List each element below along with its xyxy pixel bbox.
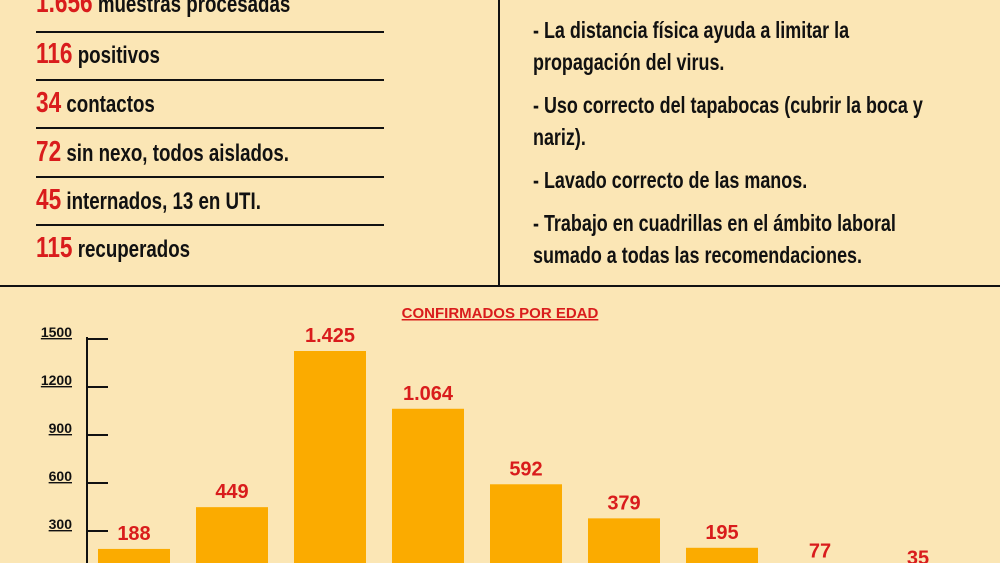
- y-tick-label: 600: [49, 468, 73, 484]
- stat-label: contactos: [66, 91, 155, 118]
- recommendation-line: - La distancia física ayuda a limitar la: [533, 17, 850, 43]
- bar-value-label: 379: [607, 492, 640, 514]
- stat-row: 72 sin nexo, todos aislados.: [36, 135, 456, 175]
- stat-text: 34 contactos: [36, 87, 155, 120]
- stat-label: recuperados: [77, 236, 191, 263]
- bar-value-label: 188: [117, 523, 150, 545]
- stat-text: 116 positivos: [36, 38, 160, 71]
- y-tick-label: 1500: [41, 324, 72, 340]
- bars: 188 449 1.425 1.064 592 379 195 77 35: [98, 325, 929, 563]
- stat-divider: [36, 176, 384, 178]
- stat-label: internados, 13 en UTI.: [66, 188, 261, 215]
- stat-row: 115 recuperados: [36, 231, 456, 271]
- bar-value-label: 1.425: [305, 325, 355, 347]
- stat-number: 116: [36, 38, 73, 70]
- bar: [392, 408, 464, 563]
- recommendation-item: - Uso correcto del tapabocas (cubrir la …: [533, 89, 983, 153]
- stat-text: 72 sin nexo, todos aislados.: [36, 136, 289, 169]
- stat-row: 45 internados, 13 en UTI.: [36, 183, 456, 223]
- stat-number: 45: [36, 184, 62, 216]
- stats-panel: 1.656 muestras procesadas 116 positivos …: [0, 0, 500, 285]
- stat-label: positivos: [77, 42, 160, 69]
- bar-value-label: 1.064: [403, 383, 454, 405]
- stat-number: 115: [36, 232, 73, 264]
- bar: [294, 351, 366, 563]
- recommendation-line: propagación del virus.: [533, 49, 725, 75]
- recommendation-line: - Trabajo en cuadrillas en el ámbito lab…: [533, 210, 896, 236]
- recommendation-line: nariz).: [533, 124, 586, 150]
- stat-row: 116 positivos: [36, 37, 456, 77]
- recommendation-item: - Lavado correcto de las manos.: [533, 164, 983, 196]
- bar-value-label: 592: [509, 458, 542, 480]
- chart-title: CONFIRMADOS POR EDAD: [402, 305, 599, 322]
- stat-label: muestras procesadas: [97, 0, 291, 18]
- vertical-divider: [498, 0, 500, 285]
- stat-number: 72: [36, 136, 62, 168]
- y-tick-label: 300: [49, 516, 73, 532]
- stat-number: 1.656: [36, 0, 93, 19]
- y-tick-label: 1200: [41, 372, 72, 388]
- y-tick-label: 900: [49, 420, 73, 436]
- stat-text: 45 internados, 13 en UTI.: [36, 184, 261, 217]
- recommendation-item: - La distancia física ayuda a limitar la…: [533, 14, 983, 78]
- stat-row: 1.656 muestras procesadas: [36, 0, 456, 26]
- bar: [686, 547, 758, 563]
- stat-text: 1.656 muestras procesadas: [36, 0, 290, 20]
- stat-text: 115 recuperados: [36, 232, 190, 265]
- stat-number: 34: [36, 87, 62, 119]
- bar: [196, 507, 268, 563]
- stat-divider: [36, 127, 384, 129]
- stat-divider: [36, 224, 384, 226]
- stat-label: sin nexo, todos aislados.: [66, 140, 289, 167]
- age-bar-chart: CONFIRMADOS POR EDAD 300 600 900 1200 1500 1…: [41, 305, 929, 563]
- y-axis: 300 600 900 1200 1500: [41, 324, 108, 532]
- horizontal-divider: [0, 285, 1000, 287]
- recommendation-line: - Lavado correcto de las manos.: [533, 167, 808, 193]
- bar: [588, 518, 660, 563]
- bar: [490, 484, 562, 563]
- recommendation-line: sumado a todas las recomendaciones.: [533, 242, 863, 268]
- bar-value-label: 195: [705, 522, 738, 544]
- recommendation-line: - Uso correcto del tapabocas (cubrir la …: [533, 92, 923, 118]
- recommendations-panel: - La distancia física ayuda a limitar la…: [533, 14, 983, 282]
- bar-value-label: 35: [907, 547, 929, 563]
- stat-row: 34 contactos: [36, 86, 456, 126]
- stat-divider: [36, 31, 384, 33]
- recommendation-item: - Trabajo en cuadrillas en el ámbito lab…: [533, 207, 983, 271]
- stat-divider: [36, 79, 384, 81]
- bar: [98, 548, 170, 563]
- bar-value-label: 449: [215, 481, 248, 503]
- bar-value-label: 77: [809, 541, 831, 563]
